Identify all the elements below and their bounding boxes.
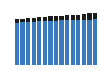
Bar xyxy=(93,19,97,65)
Bar xyxy=(65,20,69,65)
Bar xyxy=(76,20,80,65)
Bar xyxy=(71,15,75,20)
Bar xyxy=(20,22,25,65)
Bar xyxy=(43,17,47,21)
Bar xyxy=(48,16,52,21)
Bar xyxy=(54,16,58,21)
Bar xyxy=(32,22,36,65)
Bar xyxy=(82,14,86,20)
Bar xyxy=(43,21,47,65)
Bar xyxy=(76,15,80,20)
Bar xyxy=(15,23,19,65)
Bar xyxy=(20,19,25,22)
Bar xyxy=(93,13,97,19)
Bar xyxy=(60,21,64,65)
Bar xyxy=(26,18,30,22)
Bar xyxy=(65,15,69,20)
Bar xyxy=(87,13,92,20)
Bar xyxy=(37,21,41,65)
Bar xyxy=(26,22,30,65)
Bar xyxy=(54,21,58,65)
Bar xyxy=(87,20,92,65)
Bar xyxy=(37,17,41,21)
Bar xyxy=(15,19,19,23)
Bar xyxy=(82,20,86,65)
Bar xyxy=(32,18,36,22)
Bar xyxy=(60,16,64,21)
Bar xyxy=(71,20,75,65)
Bar xyxy=(48,21,52,65)
